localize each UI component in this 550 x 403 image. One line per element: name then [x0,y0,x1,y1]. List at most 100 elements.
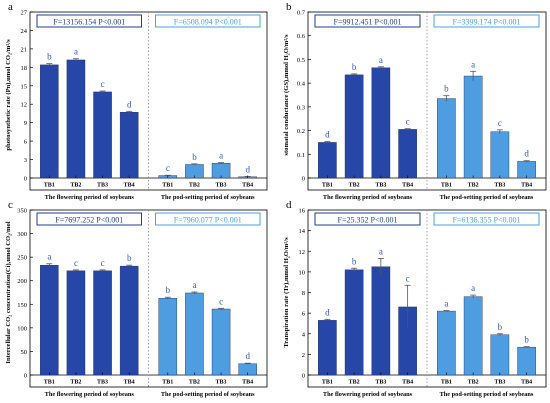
x-tick-label: TB4 [242,183,253,189]
x-tick-label: TB1 [162,183,173,189]
group-label: The flowering period of soybeans [45,391,135,398]
significance-letter: c [406,117,410,127]
x-tick-label: TB2 [189,380,200,386]
significance-letter: a [74,47,78,57]
y-tick-label: 0.6 [297,33,306,40]
y-tick-label: 9 [24,120,27,127]
bar [211,308,231,376]
y-tick-label: 0 [24,373,27,380]
x-tick-label: TB1 [441,380,452,386]
bar [437,98,456,179]
stat-text: F=7960.077 P<0.001 [174,215,242,224]
x-tick-label: TB2 [468,380,479,386]
significance-letter: b [166,285,171,295]
chart-panel-d: d 0 2 4 6 8 10 12 14 16 Transpiration rate (Tr),mm… [283,199,547,398]
x-tick-label: TB4 [521,183,532,189]
group-label: The pod-setting period of soybeans [440,391,534,398]
stat-text: F=7697.252 P<0.001 [55,215,123,224]
significance-letter: b [127,253,132,263]
group-label: The pod-setting period of soybeans [161,391,255,398]
x-tick-label: TB3 [97,380,108,386]
y-tick-label: 50 [21,349,28,356]
x-tick-label: TB4 [402,380,413,386]
x-tick-label: TB3 [97,183,108,189]
y-axis-label: Transpiration rate (Tr),mmol H₂O/m²/s [283,237,290,348]
significance-letter: b [524,335,529,345]
significance-letter: c [406,273,410,283]
x-tick-label: TB3 [375,183,386,189]
significance-letter: b [352,256,357,266]
bar [463,296,483,376]
bar [185,292,204,376]
y-tick-label: 350 [17,208,27,215]
stat-box [36,212,142,226]
group-label: The pod-setting period of soybeans [161,194,255,201]
bar [318,320,337,376]
stat-box [155,212,261,226]
y-tick-label: 16 [299,208,306,215]
x-tick-label: TB1 [322,183,333,189]
bar [93,91,112,179]
significance-letter: b [498,322,503,332]
y-tick-label: 0.3 [297,104,305,111]
bar [517,346,536,376]
stat-text: F=3399.174 P<0.001 [453,17,521,26]
y-tick-label: 6 [302,311,306,318]
significance-letter: b [352,62,357,72]
significance-letter: a [379,246,383,256]
significance-letter: d [127,99,132,109]
significance-letter: d [524,149,529,159]
y-tick-label: 250 [17,255,27,262]
significance-letter: a [219,151,223,161]
group-label: The flowering period of soybeans [323,194,413,201]
x-tick-label: TB2 [349,380,360,386]
significance-letter: c [166,163,170,173]
x-tick-label: TB3 [216,183,227,189]
x-tick-label: TB4 [124,183,135,189]
y-tick-label: 12 [299,249,306,256]
x-tick-label: TB3 [216,380,227,386]
x-tick-label: TB3 [375,380,386,386]
significance-letter: a [47,252,51,262]
y-tick-label: 15 [21,83,28,90]
significance-letter: d [245,164,250,174]
bar [371,266,391,376]
x-tick-label: TB2 [70,183,81,189]
bar [93,270,112,376]
bar [398,129,417,179]
panel-letter: c [8,199,13,211]
y-tick-label: 6 [24,139,28,146]
stat-text: F=9912.451 P<0.001 [334,17,402,26]
stat-text: F=13156.154 P<0.001 [53,17,125,26]
x-tick-label: TB4 [124,380,135,386]
y-tick-label: 10 [299,269,306,276]
x-tick-label: TB3 [494,380,505,386]
x-tick-label: TB4 [242,380,253,386]
panel-letter: d [286,199,292,211]
y-tick-label: 4 [302,331,306,338]
x-tick-label: TB2 [468,183,479,189]
x-tick-label: TB1 [441,183,452,189]
y-tick-label: 0.4 [297,81,306,88]
bar [119,265,139,376]
bar [119,112,139,179]
x-tick-label: TB1 [44,380,55,386]
x-tick-label: TB1 [322,380,333,386]
significance-letter: c [219,296,223,306]
x-tick-label: TB4 [402,183,413,189]
bar [490,131,510,179]
stat-box [36,14,142,28]
stat-box [433,212,540,226]
significance-letter: d [325,307,330,317]
y-tick-label: 100 [17,325,27,332]
stat-box [155,14,261,28]
y-tick-label: 0.1 [297,152,305,159]
stat-text: F=25.352 P<0.001 [338,215,398,224]
bar [344,269,364,376]
y-tick-label: 0 [302,373,305,380]
panel-letter: a [8,1,13,13]
significance-letter: a [471,283,475,293]
y-tick-label: 0 [302,176,305,183]
bar [40,64,59,179]
